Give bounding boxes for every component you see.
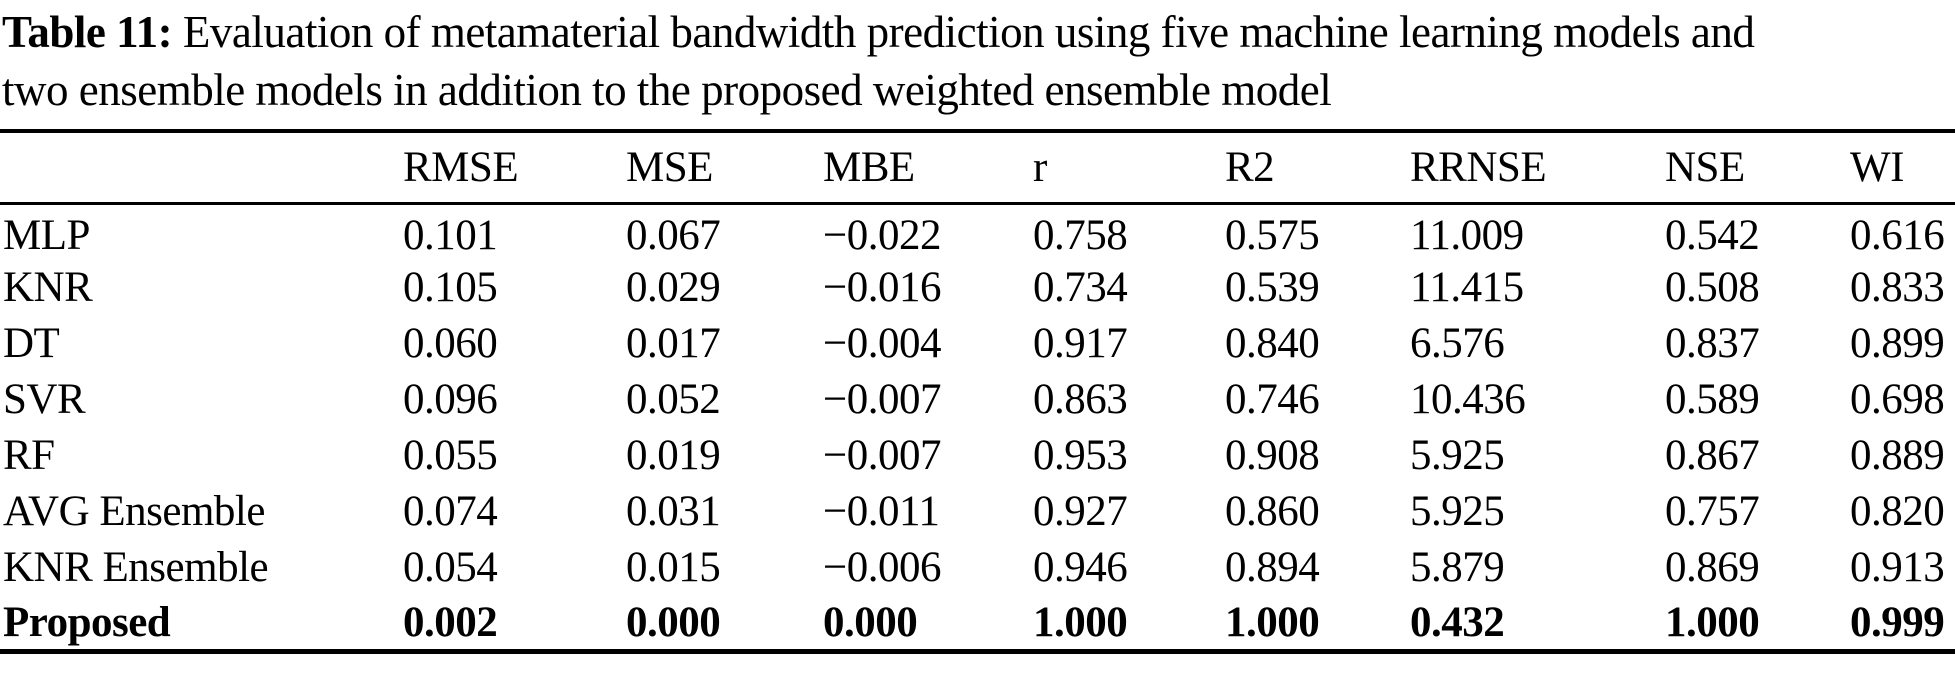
metric-value-cell: 0.953 xyxy=(1033,432,1128,480)
metric-value-cell: 0.019 xyxy=(626,432,721,480)
metric-value-cell: 0.002 xyxy=(403,598,498,646)
metric-value-cell: 0.757 xyxy=(1665,488,1760,536)
metric-value-cell: 1.000 xyxy=(1665,598,1760,646)
table-caption: Table 11: Evaluation of metamaterial ban… xyxy=(0,0,1955,119)
metric-value-cell: 0.000 xyxy=(626,598,721,646)
caption-line-1: Table 11: Evaluation of metamaterial ban… xyxy=(2,4,1953,62)
metric-value-cell: 0.758 xyxy=(1033,211,1128,259)
metric-value-cell: 0.899 xyxy=(1850,320,1945,368)
metric-value-cell: −0.022 xyxy=(823,211,942,259)
caption-line-2: two ensemble models in addition to the p… xyxy=(2,64,1332,115)
metric-value-cell: 0.060 xyxy=(403,320,498,368)
metric-value-cell: −0.006 xyxy=(823,544,942,592)
metric-value-cell: 0.746 xyxy=(1225,376,1320,424)
metric-value-cell: 0.542 xyxy=(1665,211,1760,259)
metric-value-cell: 1.000 xyxy=(1033,598,1128,646)
metric-value-cell: 0.913 xyxy=(1850,544,1945,592)
metric-value-cell: 0.101 xyxy=(403,211,498,259)
metric-value-cell: 0.067 xyxy=(626,211,721,259)
model-name-cell: KNR xyxy=(3,264,93,312)
metric-value-cell: −0.016 xyxy=(823,264,942,312)
metric-value-cell: 0.000 xyxy=(823,598,918,646)
metric-value-cell: 0.029 xyxy=(626,264,721,312)
metric-value-cell: 0.917 xyxy=(1033,320,1128,368)
metric-value-cell: 0.863 xyxy=(1033,376,1128,424)
model-name-cell: RF xyxy=(3,432,55,480)
metric-value-cell: 0.869 xyxy=(1665,544,1760,592)
results-table: RMSE MSE MBE r R2 RRNSE NSE WI MLP 0.101 0… xyxy=(0,129,1955,654)
header-nse: NSE xyxy=(1665,143,1745,191)
metric-value-cell: 5.879 xyxy=(1410,544,1505,592)
metric-value-cell: 0.074 xyxy=(403,488,498,536)
metric-value-cell: −0.011 xyxy=(823,488,940,536)
metric-value-cell: 0.096 xyxy=(403,376,498,424)
metric-value-cell: 0.031 xyxy=(626,488,721,536)
model-name-cell: DT xyxy=(3,320,60,368)
metric-value-cell: −0.004 xyxy=(823,320,942,368)
metric-value-cell: 0.840 xyxy=(1225,320,1320,368)
metric-value-cell: −0.007 xyxy=(823,432,942,480)
metric-value-cell: 0.734 xyxy=(1033,264,1128,312)
metric-value-cell: 0.833 xyxy=(1850,264,1945,312)
metric-value-cell: 0.927 xyxy=(1033,488,1128,536)
metric-value-cell: 11.415 xyxy=(1410,264,1524,312)
metric-value-cell: 0.015 xyxy=(626,544,721,592)
metric-value-cell: 11.009 xyxy=(1410,211,1524,259)
header-wi: WI xyxy=(1850,143,1904,191)
metric-value-cell: 0.860 xyxy=(1225,488,1320,536)
metric-value-cell: 0.889 xyxy=(1850,432,1945,480)
model-name-cell: AVG Ensemble xyxy=(3,488,265,536)
model-name-cell: KNR Ensemble xyxy=(3,544,269,592)
table-row: Proposed 0.002 0.000 0.000 1.000 1.000 0.432 1.… xyxy=(0,596,1955,652)
model-name-cell: Proposed xyxy=(3,598,171,646)
header-rmse: RMSE xyxy=(403,143,519,191)
metric-value-cell: 5.925 xyxy=(1410,432,1505,480)
metric-value-cell: 0.999 xyxy=(1850,598,1945,646)
metric-value-cell: 0.017 xyxy=(626,320,721,368)
model-name-cell: MLP xyxy=(3,211,90,259)
caption-table-number: Table 11: xyxy=(2,7,173,57)
metric-value-cell: 6.576 xyxy=(1410,320,1505,368)
table-row: MLP 0.101 0.067 −0.022 0.758 0.575 11.009 0.542… xyxy=(0,203,1955,260)
table-row: AVG Ensemble 0.074 0.031 −0.011 0.927 0.860 5.… xyxy=(0,484,1955,540)
metric-value-cell: 0.105 xyxy=(403,264,498,312)
metric-value-cell: 10.436 xyxy=(1410,376,1526,424)
metric-value-cell: 0.539 xyxy=(1225,264,1320,312)
metric-value-cell: 0.575 xyxy=(1225,211,1320,259)
header-mbe: MBE xyxy=(823,143,915,191)
table-row: KNR 0.105 0.029 −0.016 0.734 0.539 11.415 0.508… xyxy=(0,260,1955,316)
caption-text-line-1: Evaluation of metamaterial bandwidth pre… xyxy=(172,7,1755,57)
metric-value-cell: 0.432 xyxy=(1410,598,1505,646)
metric-value-cell: 0.894 xyxy=(1225,544,1320,592)
metric-value-cell: 0.837 xyxy=(1665,320,1760,368)
metric-value-cell: −0.007 xyxy=(823,376,942,424)
header-mse: MSE xyxy=(626,143,713,191)
metric-value-cell: 0.052 xyxy=(626,376,721,424)
header-r2: R2 xyxy=(1225,143,1275,191)
metric-value-cell: 0.508 xyxy=(1665,264,1760,312)
metric-value-cell: 0.820 xyxy=(1850,488,1945,536)
table-row: KNR Ensemble 0.054 0.015 −0.006 0.946 0.894 5.… xyxy=(0,540,1955,596)
model-name-cell: SVR xyxy=(3,376,86,424)
metric-value-cell: 0.908 xyxy=(1225,432,1320,480)
metric-value-cell: 1.000 xyxy=(1225,598,1320,646)
table-row: SVR 0.096 0.052 −0.007 0.863 0.746 10.436 0.589… xyxy=(0,372,1955,428)
header-rrnse: RRNSE xyxy=(1410,143,1547,191)
metric-value-cell: 0.698 xyxy=(1850,376,1945,424)
header-r: r xyxy=(1033,143,1047,191)
metric-value-cell: 0.946 xyxy=(1033,544,1128,592)
metric-value-cell: 0.867 xyxy=(1665,432,1760,480)
table-row: RF 0.055 0.019 −0.007 0.953 0.908 5.925 0.867 0.… xyxy=(0,428,1955,484)
metric-value-cell: 0.054 xyxy=(403,544,498,592)
metric-value-cell: 5.925 xyxy=(1410,488,1505,536)
header-model xyxy=(0,131,400,203)
metric-value-cell: 0.589 xyxy=(1665,376,1760,424)
metric-value-cell: 0.055 xyxy=(403,432,498,480)
header-row: RMSE MSE MBE r R2 RRNSE NSE WI xyxy=(0,131,1955,204)
table-row: DT 0.060 0.017 −0.004 0.917 0.840 6.576 0.837 0.… xyxy=(0,316,1955,372)
metric-value-cell: 0.616 xyxy=(1850,211,1945,259)
